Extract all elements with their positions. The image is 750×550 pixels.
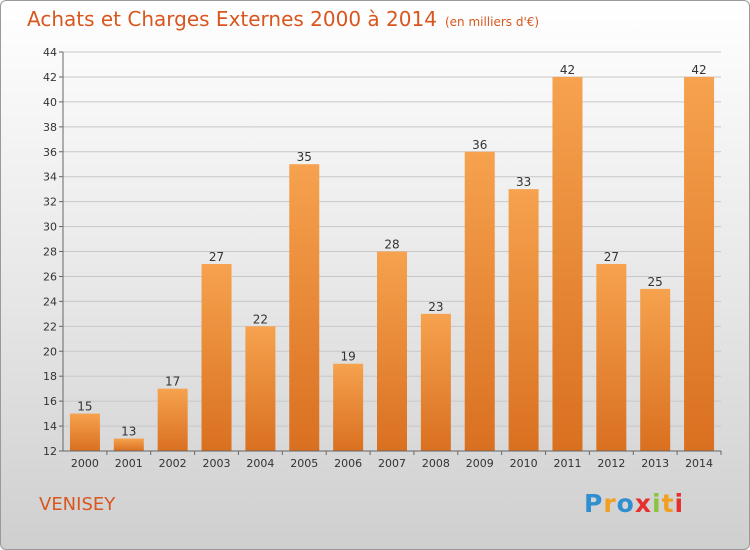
x-tick-label-2006: 2006: [334, 457, 362, 470]
y-tick-label: 26: [43, 270, 57, 283]
x-tick-label-2004: 2004: [246, 457, 274, 470]
chart-title: Achats et Charges Externes 2000 à 2014 (e…: [27, 7, 539, 31]
place-name: VENISEY: [39, 494, 116, 515]
logo-letter: P: [584, 489, 604, 518]
y-axis: 12 14 16 18 20 22 24 26 28 30 32 34 36 38 40 42 44: [43, 46, 64, 458]
logo-letter: o: [616, 489, 635, 518]
y-tick-label: 12: [43, 445, 57, 458]
y-tick-label: 30: [43, 221, 57, 234]
x-tick-label-2005: 2005: [290, 457, 318, 470]
y-tick-label: 40: [43, 96, 57, 109]
data-label-2010: 33: [516, 175, 531, 189]
data-label-2013: 25: [648, 275, 663, 289]
x-tick-label-2009: 2009: [466, 457, 494, 470]
y-tick-label: 16: [43, 395, 57, 408]
y-tick-label: 44: [43, 46, 57, 59]
x-tick-label-2003: 2003: [203, 457, 231, 470]
bar-2006: [333, 363, 364, 451]
bar-2004: [245, 326, 276, 451]
data-label-2005: 35: [297, 150, 312, 164]
y-tick-label: 42: [43, 71, 57, 84]
y-tick-label: 18: [43, 370, 57, 383]
bar-2013: [640, 288, 671, 451]
y-tick-label: 20: [43, 345, 57, 358]
bar-2008: [420, 313, 451, 451]
proxiti-logo: Proxiti: [584, 489, 684, 518]
data-label-2014: 42: [691, 63, 706, 77]
x-tick-label-2007: 2007: [378, 457, 406, 470]
x-tick-label-2013: 2013: [641, 457, 669, 470]
bar-2007: [377, 251, 407, 451]
data-label-2007: 28: [384, 238, 399, 252]
x-tick-label-2010: 2010: [510, 457, 538, 470]
y-tick-label: 34: [43, 171, 57, 184]
bar-2012: [596, 263, 627, 451]
title-text: Achats et Charges Externes 2000 à 2014: [27, 7, 437, 31]
bar-2009: [464, 151, 495, 451]
y-tick-label: 36: [43, 146, 57, 159]
y-tick-label: 28: [43, 246, 57, 259]
data-label-2000: 15: [77, 400, 92, 414]
logo-letter: i: [652, 489, 662, 518]
data-label-2009: 36: [472, 138, 487, 152]
data-label-2012: 27: [604, 250, 619, 264]
bar-2002: [157, 388, 188, 451]
data-label-2002: 17: [165, 375, 180, 389]
x-tick-label-2012: 2012: [597, 457, 625, 470]
x-tick-label-2001: 2001: [115, 457, 143, 470]
y-tick-label: 38: [43, 121, 57, 134]
data-label-2001: 13: [121, 425, 136, 439]
y-tick-label: 32: [43, 196, 57, 209]
logo-letter: x: [634, 489, 652, 518]
bar-2014: [684, 76, 715, 451]
x-axis: 2000 2001 2002 2003 2004 2005 2006 2007 2008 2009…: [63, 450, 722, 470]
data-label-2004: 22: [253, 312, 268, 326]
x-tick-label-2002: 2002: [159, 457, 187, 470]
data-label-2011: 42: [560, 63, 575, 77]
x-tick-label-2014: 2014: [685, 457, 713, 470]
logo-letter: i: [674, 489, 685, 518]
bar-2005: [289, 164, 320, 451]
bar-2001: [113, 438, 144, 451]
data-label-2008: 23: [428, 300, 443, 314]
x-tick-label-2008: 2008: [422, 457, 450, 470]
unit-text: (en milliers d'€): [444, 15, 540, 29]
bar-2011: [552, 76, 583, 451]
logo-letter: t: [661, 489, 675, 518]
data-label-2006: 19: [340, 350, 355, 364]
y-tick-label: 14: [43, 420, 57, 433]
x-tick-label-2011: 2011: [553, 457, 581, 470]
x-tick-label-2000: 2000: [71, 457, 99, 470]
data-labels: 15 13 17 27 22 35 19 28 23 36 33 42 27 25 42: [77, 63, 706, 439]
data-label-2003: 27: [209, 250, 224, 264]
bars: [69, 76, 715, 451]
bar-2000: [69, 413, 100, 451]
y-tick-label: 22: [43, 320, 57, 333]
logo-letter: r: [603, 489, 617, 518]
y-tick-label: 24: [43, 295, 57, 308]
bar-2003: [201, 263, 232, 451]
bar-2010: [508, 189, 539, 451]
